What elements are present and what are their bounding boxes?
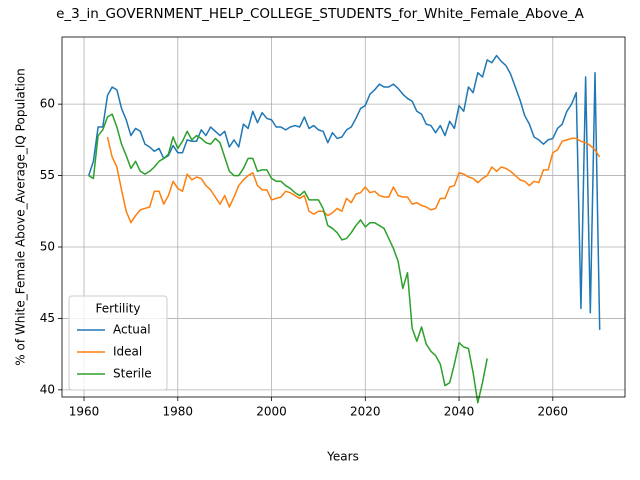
- x-tick-label: 2060: [538, 405, 569, 419]
- legend: Fertility Actual Ideal Sterile: [68, 295, 168, 391]
- x-tick-label: 1980: [163, 405, 194, 419]
- y-tick-label: 50: [40, 240, 55, 254]
- y-tick-label: 55: [40, 168, 55, 182]
- y-tick-label: 60: [40, 97, 55, 111]
- series-line: [88, 54, 601, 330]
- x-tick-label: 2040: [444, 405, 475, 419]
- y-tick-label: 40: [40, 382, 55, 396]
- x-tick-label: 1960: [69, 405, 100, 419]
- x-tick-label: 2000: [256, 405, 287, 419]
- series-line: [106, 136, 601, 224]
- y-tick-label: 45: [40, 311, 55, 325]
- x-axis-label: Years: [326, 450, 359, 464]
- chart-title: e_3_in_GOVERNMENT_HELP_COLLEGE_STUDENTS_…: [56, 6, 585, 22]
- x-tick-label: 2020: [350, 405, 381, 419]
- legend-label: Actual: [113, 323, 151, 337]
- legend-box: [68, 295, 168, 391]
- plot-frame: [61, 36, 626, 398]
- legend-label: Ideal: [113, 345, 142, 359]
- legend-title: Fertility: [95, 302, 140, 316]
- series-line: [88, 113, 488, 404]
- legend-label: Sterile: [113, 367, 152, 381]
- y-axis-label: % of White_Female Above_Average_IQ Popul…: [14, 68, 28, 365]
